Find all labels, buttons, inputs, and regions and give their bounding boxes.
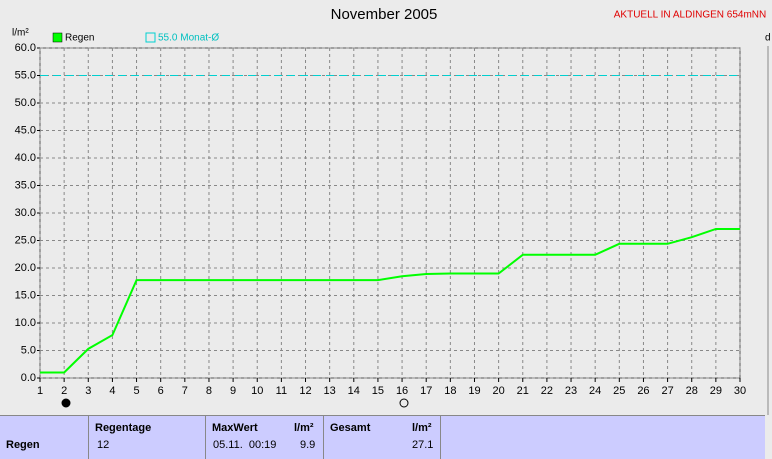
subtitle: AKTUELL IN ALDINGEN 654mNN (614, 10, 766, 21)
row-label: Regen (6, 439, 40, 451)
cell: Regen (0, 416, 89, 459)
y-label: l/m² (12, 28, 29, 39)
chart-title: November 2005 (331, 6, 438, 23)
y-tick-label: 35.0 (15, 179, 36, 191)
x-tick-label: 22 (541, 385, 553, 397)
y-tick-label: 60.0 (15, 42, 36, 54)
x-tick-label: 4 (109, 385, 115, 397)
value: 9.9 (300, 439, 316, 451)
x-tick-label: 7 (182, 385, 188, 397)
header: Gesamt (330, 422, 371, 434)
y-tick-label: 45.0 (15, 124, 36, 136)
y-tick-label: 25.0 (15, 234, 36, 246)
x-tick-label: 23 (565, 385, 577, 397)
x-tick-label: 5 (133, 385, 139, 397)
x-tick-label: 1 (37, 385, 43, 397)
header: MaxWert (212, 422, 258, 434)
header: Regentage (95, 422, 152, 434)
x-tick-label: 8 (206, 385, 212, 397)
chart: November 2005 AKTUELL IN ALDINGEN 654mNN… (12, 6, 771, 415)
legend-entry: Regen (65, 33, 94, 44)
x-tick-label: 28 (686, 385, 698, 397)
date: 05.11. 00:19 (213, 439, 277, 451)
x-tick-label: 26 (637, 385, 649, 397)
y-tick-label: 40.0 (15, 152, 36, 164)
x-tick-label: 14 (348, 385, 360, 397)
x-tick-label: 6 (158, 385, 164, 397)
y-tick-label: 30.0 (15, 207, 36, 219)
unit: l/m² (412, 422, 432, 434)
x-tick-label: 25 (613, 385, 625, 397)
x-tick-label: 18 (444, 385, 456, 397)
x-tick-label: 12 (299, 385, 311, 397)
x-tick-label: 15 (372, 385, 384, 397)
x-tick-label: 24 (589, 385, 601, 397)
x-tick-label: 17 (420, 385, 432, 397)
value: 27.1 (412, 439, 434, 451)
y-tick-label: 5.0 (21, 344, 36, 356)
legend-swatch (52, 32, 63, 43)
moon-icon (399, 398, 409, 408)
x-tick-label: 29 (710, 385, 722, 397)
x-tick-label: 10 (251, 385, 263, 397)
y-tick-label: 50.0 (15, 97, 36, 109)
value: 12 (97, 439, 110, 451)
legend-entry: 55.0 Monat-Ø (158, 33, 219, 44)
x-tick-label: 16 (396, 385, 408, 397)
cell: Regentage 12 (89, 416, 206, 459)
y-tick-label: 55.0 (15, 69, 36, 81)
legend-swatch (145, 32, 156, 43)
y-tick-label: 20.0 (15, 262, 36, 274)
x-tick-label: 13 (324, 385, 336, 397)
moon-icon (61, 398, 71, 408)
x-tick-label: 20 (492, 385, 504, 397)
x-label: d (765, 33, 771, 44)
x-tick-label: 19 (468, 385, 480, 397)
summary-table: Regen Regentage 12 MaxWert l/m² 05.11. 0… (0, 415, 765, 459)
x-tick-label: 2 (61, 385, 67, 397)
cell: MaxWert l/m² 05.11. 00:19 9.9 (206, 416, 324, 459)
x-tick-label: 30 (734, 385, 746, 397)
x-tick-label: 21 (517, 385, 529, 397)
x-tick-label: 11 (276, 385, 287, 397)
y-tick-label: 10.0 (15, 317, 36, 329)
y-tick-label: 15.0 (15, 289, 36, 301)
x-tick-label: 27 (661, 385, 673, 397)
x-tick-label: 3 (85, 385, 91, 397)
y-tick-label: 0.0 (21, 372, 36, 384)
x-tick-label: 9 (230, 385, 236, 397)
unit: l/m² (294, 422, 314, 434)
cell: Gesamt l/m² 27.1 (324, 416, 441, 459)
line-series (40, 227, 740, 374)
